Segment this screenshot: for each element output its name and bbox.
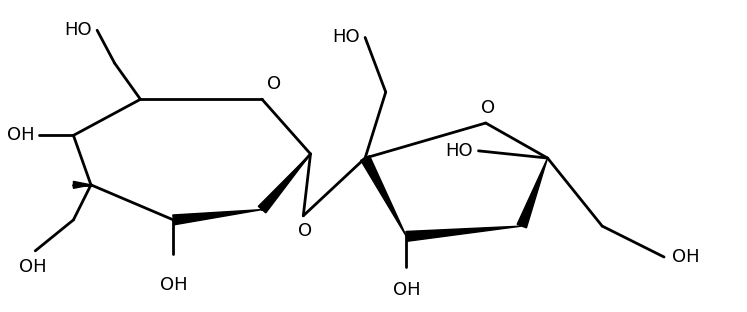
Polygon shape <box>173 210 262 225</box>
Text: HO: HO <box>64 21 92 39</box>
Text: OH: OH <box>19 258 46 276</box>
Text: HO: HO <box>446 142 474 160</box>
Text: O: O <box>298 222 312 240</box>
Text: O: O <box>481 99 495 117</box>
Polygon shape <box>361 156 406 236</box>
Text: OH: OH <box>7 126 34 144</box>
Polygon shape <box>406 226 522 241</box>
Text: HO: HO <box>332 28 360 46</box>
Text: OH: OH <box>392 281 420 299</box>
Polygon shape <box>73 181 91 188</box>
Polygon shape <box>258 154 311 213</box>
Text: OH: OH <box>672 248 700 266</box>
Text: OH: OH <box>160 276 187 294</box>
Polygon shape <box>517 158 548 228</box>
Text: O: O <box>267 75 282 93</box>
